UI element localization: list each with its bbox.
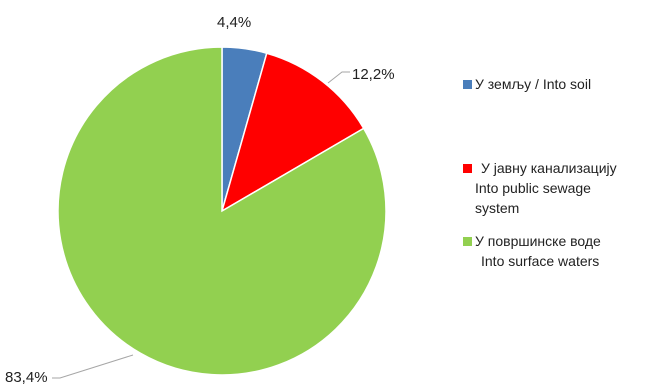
legend-item-into-soil: У земљу / Into soil [463, 74, 653, 94]
legend-label-public-sewage-line1: У јавну канализацију [481, 160, 617, 176]
legend-label-public-sewage-line3: system [475, 200, 520, 216]
leader-line-surface-waters [52, 354, 134, 379]
legend-swatch-public-sewage [463, 164, 472, 173]
leader-lines [52, 71, 350, 379]
pie-slices [57, 46, 387, 376]
legend: У земљу / Into soil У јавну канализацију… [463, 74, 653, 271]
legend-label-surface-waters-line1: У површинске воде [475, 233, 601, 249]
data-label-into-soil: 4,4% [217, 14, 251, 31]
data-label-surface-waters: 83,4% [5, 369, 48, 386]
pie-slice-public-sewage [220, 52, 365, 213]
data-label-public-sewage: 12,2% [352, 66, 395, 83]
legend-item-public-sewage: У јавну канализацију Into public sewage … [463, 158, 653, 218]
data-labels: 4,4% 12,2% 83,4% [5, 14, 395, 386]
pie-slice-surface-waters [57, 46, 387, 376]
leader-line-public-sewage [327, 71, 350, 84]
legend-swatch-into-soil [463, 80, 472, 89]
legend-label-public-sewage-line2: Into public sewage [475, 180, 591, 196]
legend-label-surface-waters-line2: Into surface waters [481, 253, 600, 269]
legend-item-surface-waters: У површинске воде Into surface waters [463, 231, 653, 271]
legend-swatch-surface-waters [463, 237, 472, 246]
legend-label-into-soil: У земљу / Into soil [475, 76, 592, 92]
